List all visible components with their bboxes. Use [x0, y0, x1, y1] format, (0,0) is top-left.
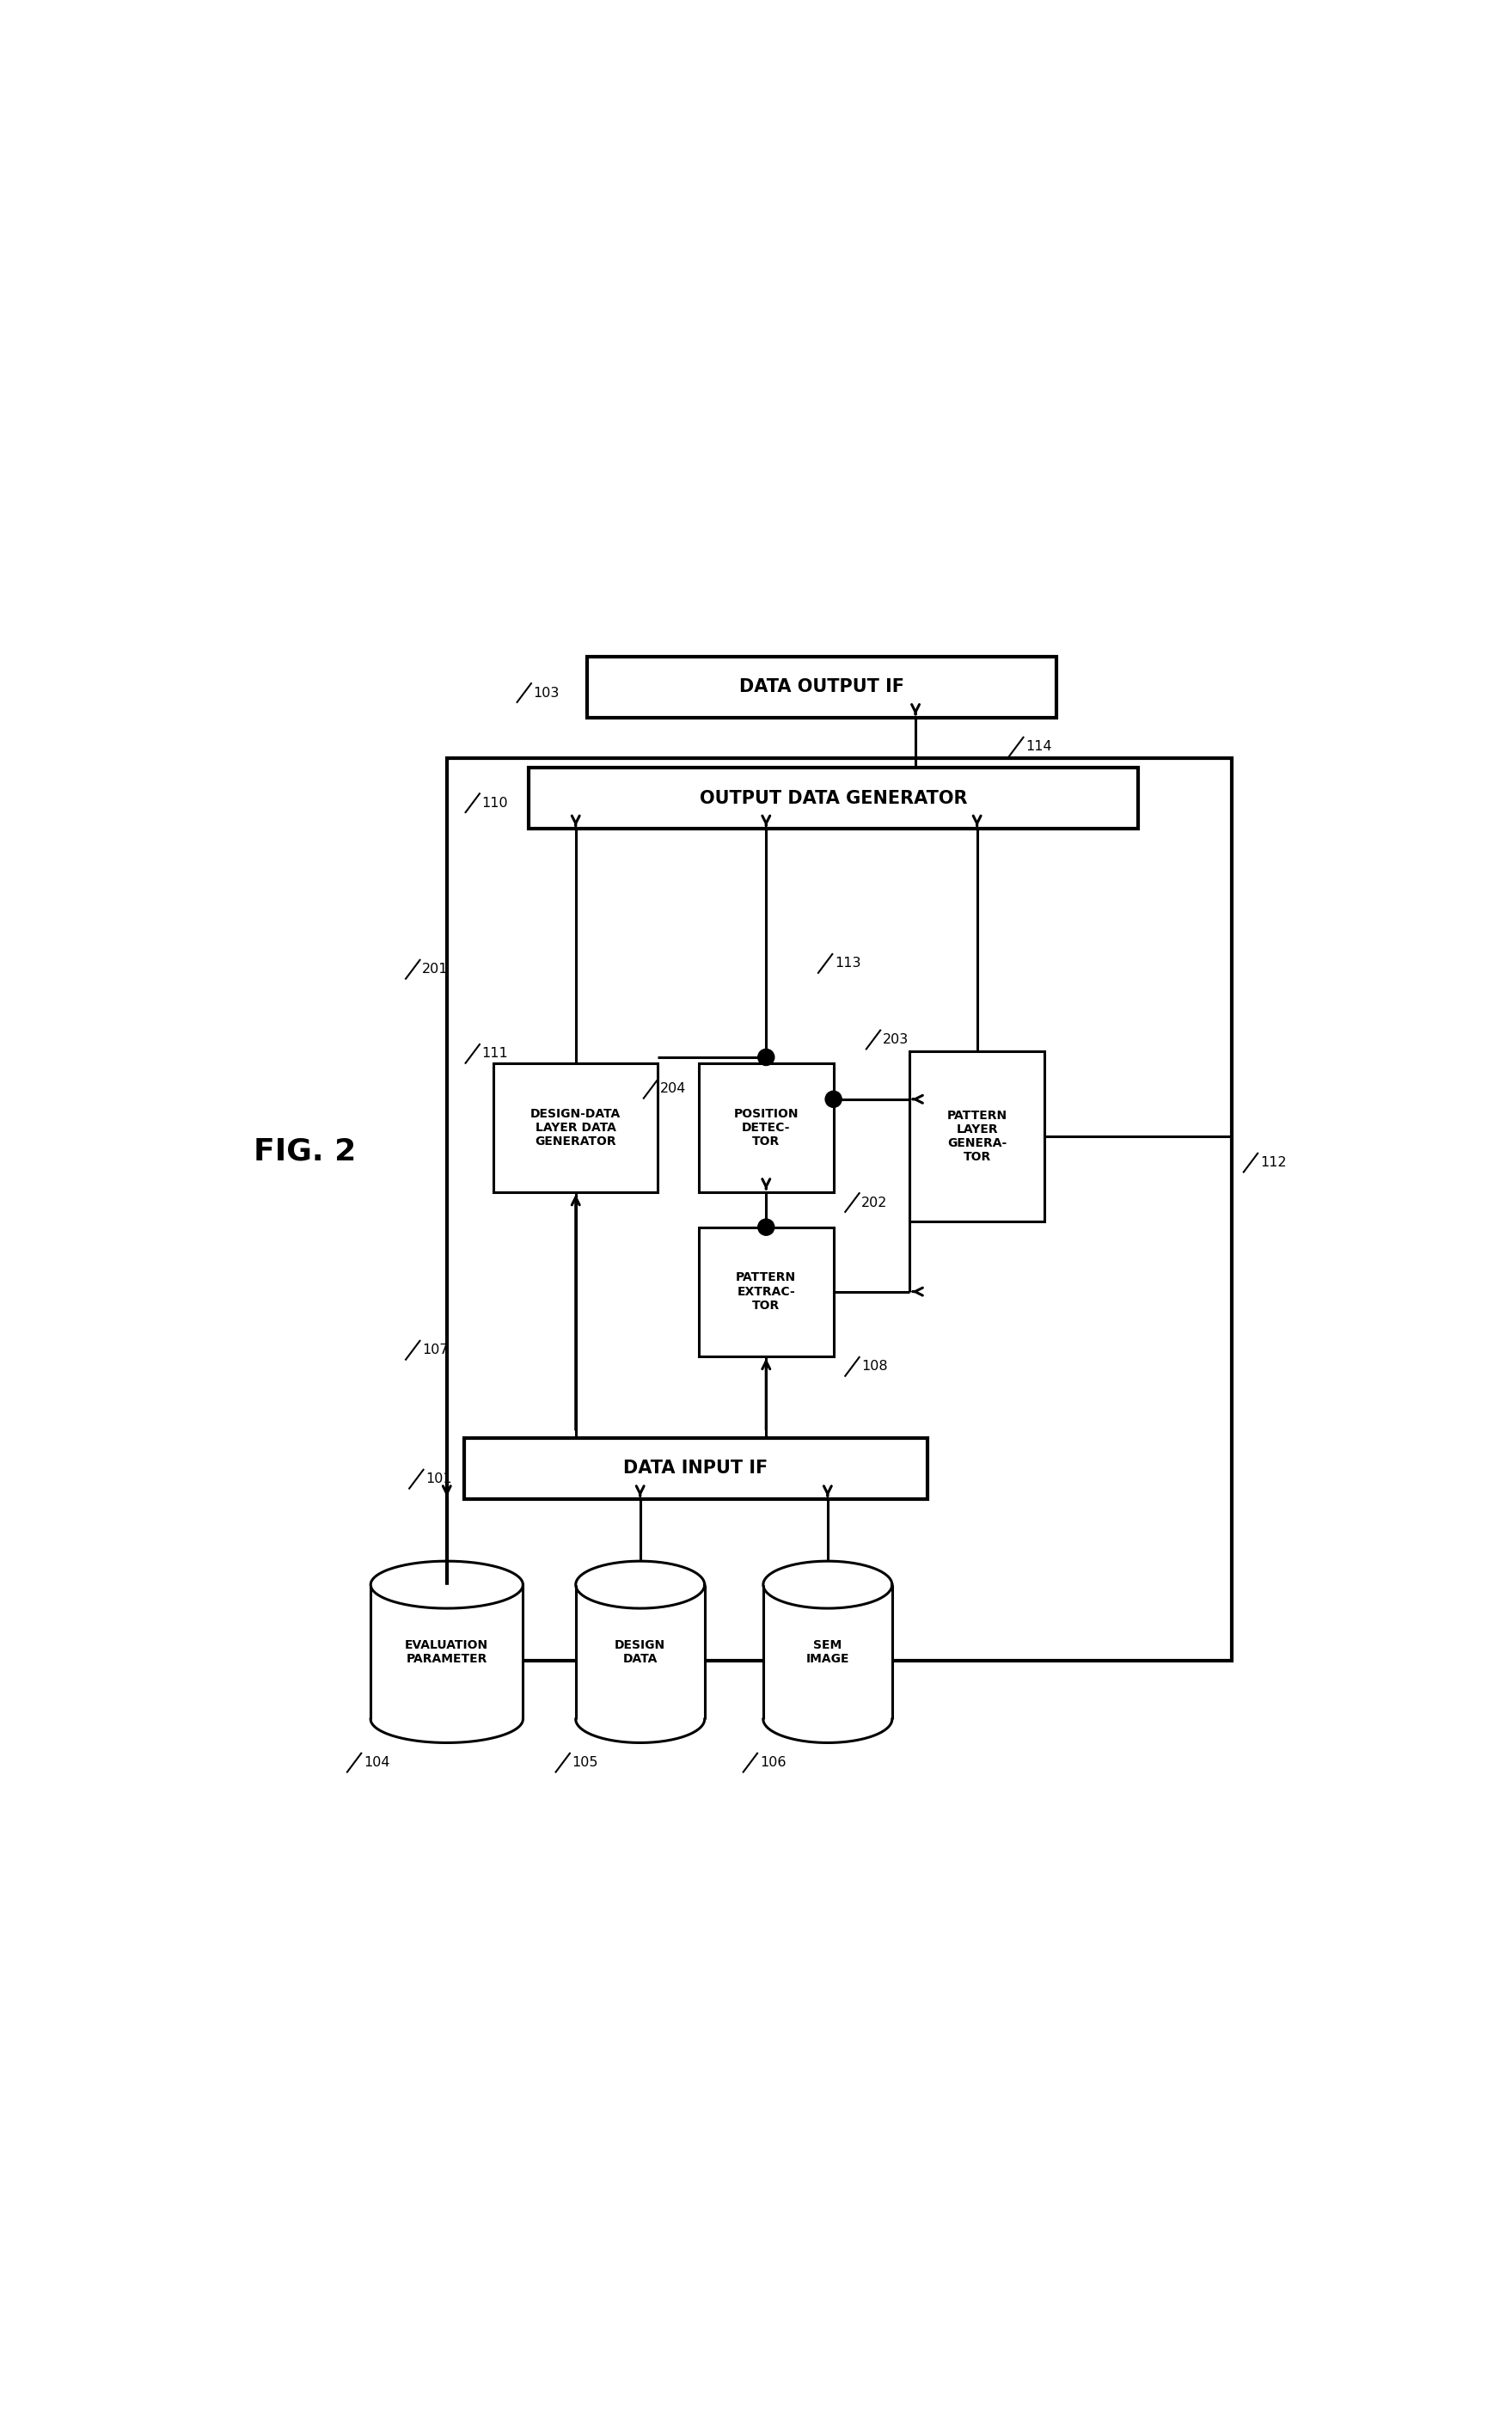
Text: 114: 114: [1025, 741, 1052, 753]
Circle shape: [826, 1091, 842, 1108]
Bar: [448, 758, 1232, 1660]
Text: 204: 204: [661, 1081, 686, 1096]
Text: 203: 203: [883, 1033, 909, 1045]
Text: DATA OUTPUT IF: DATA OUTPUT IF: [739, 678, 904, 695]
Text: 106: 106: [759, 1757, 786, 1769]
Bar: [699, 1227, 833, 1356]
Text: 105: 105: [572, 1757, 599, 1769]
Text: FIG. 2: FIG. 2: [254, 1137, 355, 1166]
Text: 108: 108: [862, 1361, 888, 1373]
Text: POSITION
DETEC-
TOR: POSITION DETEC- TOR: [733, 1108, 798, 1147]
Bar: [587, 656, 1055, 717]
Circle shape: [758, 1220, 774, 1234]
Text: 202: 202: [862, 1196, 888, 1210]
Bar: [464, 1439, 927, 1499]
Text: EVALUATION
PARAMETER: EVALUATION PARAMETER: [405, 1638, 488, 1665]
Text: 104: 104: [363, 1757, 390, 1769]
Text: 201: 201: [422, 962, 449, 977]
Text: SEM
IMAGE: SEM IMAGE: [806, 1638, 850, 1665]
Bar: [910, 1052, 1045, 1222]
Text: DATA INPUT IF: DATA INPUT IF: [623, 1460, 768, 1477]
Text: DESIGN
DATA: DESIGN DATA: [615, 1638, 665, 1665]
Text: 107: 107: [422, 1344, 449, 1356]
Text: PATTERN
EXTRAC-
TOR: PATTERN EXTRAC- TOR: [736, 1271, 797, 1312]
Text: 111: 111: [482, 1047, 508, 1059]
Bar: [699, 1062, 833, 1193]
Text: 103: 103: [534, 685, 559, 700]
Text: 101: 101: [426, 1473, 452, 1485]
Bar: [493, 1062, 658, 1193]
Text: 110: 110: [482, 797, 508, 809]
Text: PATTERN
LAYER
GENERA-
TOR: PATTERN LAYER GENERA- TOR: [947, 1111, 1007, 1164]
Text: DESIGN-DATA
LAYER DATA
GENERATOR: DESIGN-DATA LAYER DATA GENERATOR: [531, 1108, 621, 1147]
Text: 112: 112: [1259, 1157, 1287, 1169]
Circle shape: [758, 1050, 774, 1064]
Text: OUTPUT DATA GENERATOR: OUTPUT DATA GENERATOR: [700, 790, 968, 807]
Bar: [529, 768, 1139, 829]
Text: 113: 113: [835, 957, 860, 970]
